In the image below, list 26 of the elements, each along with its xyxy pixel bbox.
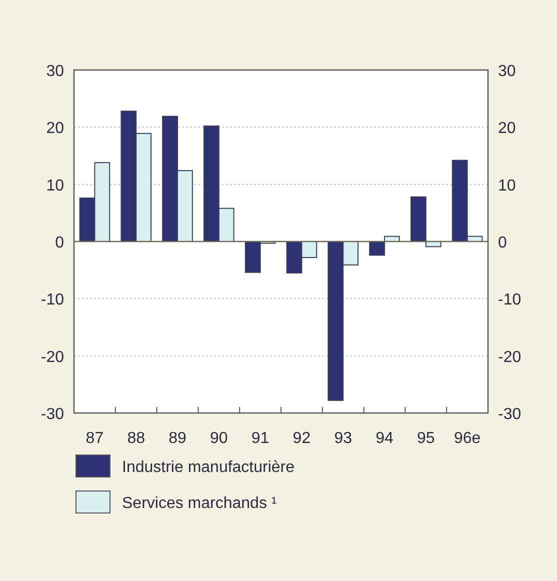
y2-tick-label: 10 [498,177,516,194]
y-tick-label: -20 [40,348,64,366]
y2-tick-label: -20 [498,348,522,366]
y2-tick-label: 20 [498,120,516,138]
legend-label: Services marchands ¹ [122,495,277,512]
y2-tick-label: 30 [498,63,516,80]
x-tick-label: 96e [454,430,481,447]
y2-tick-label: -30 [498,406,522,423]
x-tick-label: 94 [376,430,394,447]
x-tick-label: 95 [417,430,435,447]
legend-label: Industrie manufacturière [122,459,295,476]
y-tick-label: 20 [46,120,64,138]
x-tick-label: 93 [334,430,352,447]
y-tick-label: 30 [46,63,64,80]
x-tick-label: 91 [251,430,270,447]
y2-tick-label: 0 [498,234,507,252]
y-tick-label: 10 [46,177,64,194]
x-tick-label: 90 [210,430,228,447]
x-tick-label: 92 [292,430,311,447]
x-tick-label: 89 [168,430,186,447]
x-tick-label: 88 [127,430,146,447]
y2-tick-label: -10 [498,292,522,309]
y-tick-label: -30 [40,406,64,423]
y-tick-label: 0 [55,234,64,252]
y-tick-label: -10 [40,292,64,309]
x-tick-label: 87 [86,430,104,447]
